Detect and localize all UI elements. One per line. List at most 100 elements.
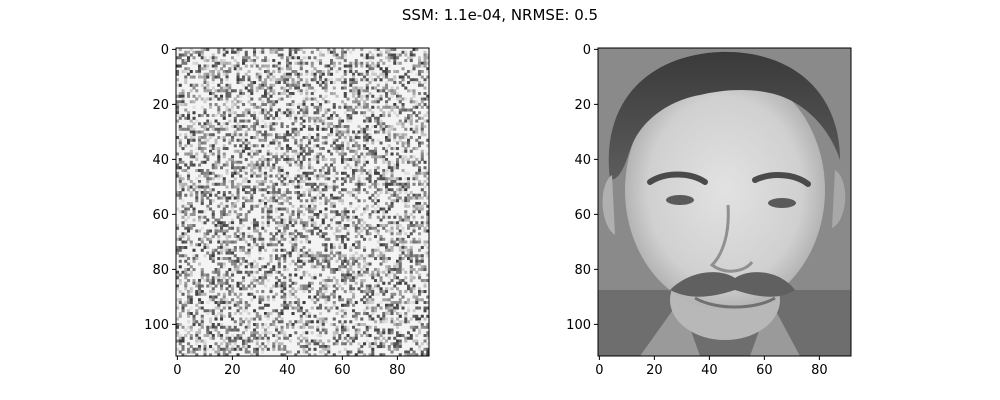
- noise-pixel: [242, 149, 246, 153]
- noise-pixel: [299, 92, 303, 96]
- noise-pixel: [374, 292, 378, 296]
- noise-pixel: [264, 323, 268, 327]
- noise-pixel: [192, 100, 196, 104]
- noise-pixel: [275, 182, 279, 186]
- noise-pixel: [288, 339, 292, 343]
- noise-pixel: [239, 138, 243, 142]
- noise-pixel: [228, 114, 232, 118]
- noise-pixel: [352, 138, 356, 142]
- noise-pixel: [354, 86, 358, 90]
- noise-pixel: [222, 257, 226, 261]
- noise-pixel: [206, 185, 210, 189]
- face-left-eye: [666, 195, 694, 205]
- noise-pixel: [269, 215, 273, 219]
- noise-pixel: [316, 116, 320, 120]
- noise-pixel: [299, 64, 303, 68]
- noise-pixel: [178, 265, 182, 269]
- noise-pixel: [291, 158, 295, 162]
- noise-pixel: [341, 100, 345, 104]
- noise-pixel: [220, 81, 224, 85]
- noise-pixel: [390, 240, 394, 244]
- noise-pixel: [385, 312, 389, 316]
- noise-pixel: [327, 166, 331, 170]
- noise-pixel: [426, 114, 429, 118]
- noise-pixel: [236, 213, 240, 217]
- noise-pixel: [379, 287, 383, 291]
- noise-pixel: [200, 160, 204, 164]
- noise-pixel: [283, 331, 287, 335]
- noise-pixel: [341, 254, 345, 258]
- noise-pixel: [192, 86, 196, 90]
- noise-pixel: [332, 147, 336, 151]
- noise-pixel: [357, 191, 361, 195]
- noise-pixel: [269, 86, 273, 90]
- noise-pixel: [396, 94, 400, 98]
- noise-pixel: [357, 243, 361, 247]
- noise-pixel: [203, 215, 207, 219]
- noise-pixel: [324, 246, 328, 250]
- noise-pixel: [192, 105, 196, 109]
- noise-pixel: [343, 314, 347, 318]
- noise-pixel: [217, 149, 221, 153]
- noise-pixel: [357, 204, 361, 208]
- noise-pixel: [275, 100, 279, 104]
- noise-pixel: [412, 226, 416, 230]
- noise-pixel: [181, 92, 185, 96]
- noise-pixel: [299, 174, 303, 178]
- noise-pixel: [283, 152, 287, 156]
- noise-pixel: [269, 257, 273, 261]
- noise-image: [176, 48, 429, 356]
- noise-pixel: [178, 94, 182, 98]
- noise-pixel: [393, 323, 397, 327]
- noise-pixel: [330, 292, 334, 296]
- noise-pixel: [269, 75, 273, 79]
- noise-pixel: [217, 174, 221, 178]
- noise-pixel: [176, 306, 180, 310]
- noise-pixel: [341, 188, 345, 192]
- noise-pixel: [305, 350, 309, 354]
- noise-pixel: [382, 257, 386, 261]
- noise-pixel: [211, 75, 215, 79]
- noise-pixel: [363, 160, 367, 164]
- noise-pixel: [396, 301, 400, 305]
- noise-pixel: [360, 281, 364, 285]
- noise-pixel: [349, 147, 353, 151]
- noise-pixel: [200, 248, 204, 252]
- noise-pixel: [187, 224, 191, 228]
- noise-pixel: [346, 116, 350, 120]
- noise-pixel: [423, 61, 427, 65]
- noise-pixel: [332, 334, 336, 338]
- noise-pixel: [222, 210, 226, 214]
- noise-pixel: [426, 210, 429, 214]
- noise-pixel: [387, 257, 391, 261]
- noise-pixel: [398, 94, 402, 98]
- noise-pixel: [379, 235, 383, 239]
- noise-pixel: [206, 122, 210, 126]
- noise-pixel: [393, 215, 397, 219]
- noise-pixel: [308, 312, 312, 316]
- noise-pixel: [247, 345, 251, 349]
- noise-pixel: [418, 320, 422, 324]
- noise-pixel: [321, 158, 325, 162]
- noise-pixel: [418, 287, 422, 291]
- noise-pixel: [189, 160, 193, 164]
- noise-pixel: [341, 262, 345, 266]
- noise-pixel: [420, 350, 424, 354]
- noise-pixel: [217, 48, 221, 52]
- noise-pixel: [211, 114, 215, 118]
- noise-pixel: [420, 254, 424, 258]
- noise-pixel: [338, 133, 342, 137]
- noise-pixel: [233, 232, 237, 236]
- noise-pixel: [261, 144, 265, 148]
- noise-pixel: [376, 232, 380, 236]
- noise-pixel: [236, 284, 240, 288]
- noise-pixel: [412, 301, 416, 305]
- noise-pixel: [225, 251, 229, 255]
- noise-pixel: [423, 92, 427, 96]
- noise-pixel: [321, 166, 325, 170]
- noise-pixel: [228, 328, 232, 332]
- noise-pixel: [398, 155, 402, 159]
- noise-pixel: [288, 273, 292, 277]
- noise-pixel: [302, 61, 306, 65]
- noise-pixel: [404, 108, 408, 112]
